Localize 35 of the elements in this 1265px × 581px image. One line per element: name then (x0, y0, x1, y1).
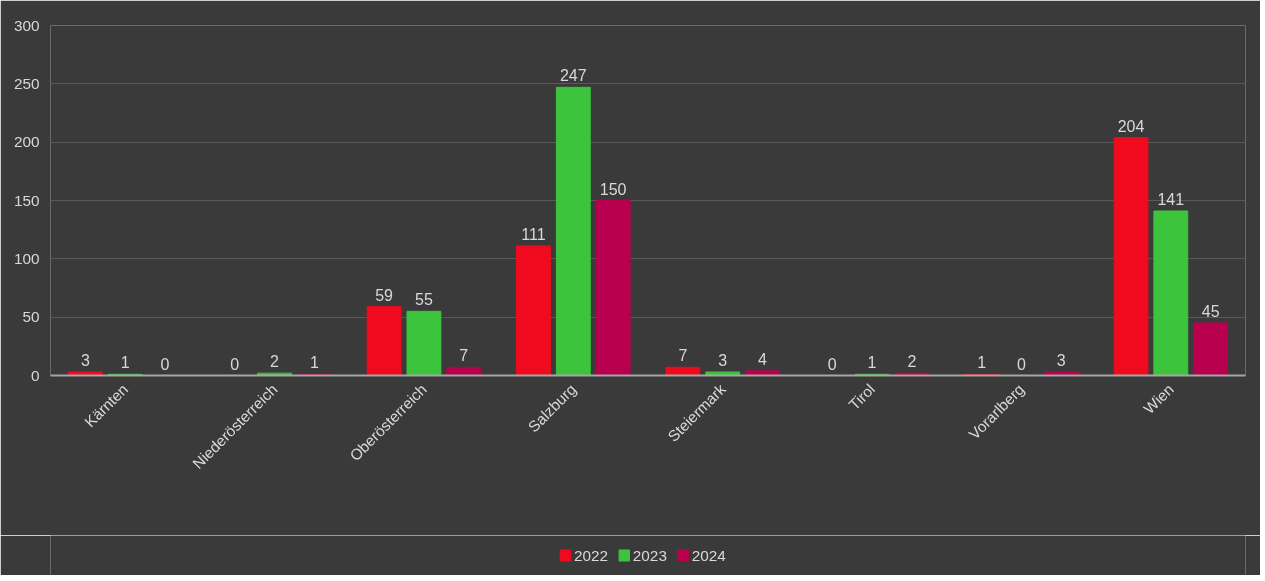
y-tick-label: 150 (13, 191, 40, 209)
data-label: 247 (559, 67, 587, 85)
data-label: 0 (230, 355, 240, 373)
data-label: 1 (309, 354, 319, 372)
data-label: 3 (1056, 352, 1066, 369)
data-label: 45 (1201, 303, 1220, 320)
legend-label: 2023 (632, 546, 667, 564)
data-label: 3 (80, 352, 90, 369)
legend-label: 2024 (691, 546, 727, 564)
data-label: 1 (867, 354, 877, 372)
data-label: 1 (977, 354, 987, 372)
data-label: 0 (1016, 355, 1026, 373)
y-tick-label: 50 (22, 308, 40, 326)
y-tick-label: 250 (13, 74, 40, 92)
data-label: 59 (375, 286, 394, 304)
y-tick-label: 200 (13, 133, 40, 151)
data-label: 141 (1157, 191, 1185, 208)
data-label: 111 (521, 226, 546, 243)
data-label: 3 (718, 352, 728, 369)
data-label: 7 (678, 347, 688, 365)
x-tick-label: Tirol (845, 380, 879, 414)
data-label: 55 (415, 291, 433, 309)
data-label: 204 (1117, 117, 1145, 135)
legend-label: 2022 (574, 546, 609, 564)
data-label: 1 (120, 354, 130, 372)
data-label: 2 (907, 353, 917, 371)
y-tick-label: 100 (13, 249, 40, 267)
data-label: 7 (459, 347, 469, 365)
y-tick-label: 300 (13, 16, 40, 34)
data-label: 2 (270, 353, 280, 371)
data-label: 4 (758, 350, 768, 368)
data-label: 150 (599, 180, 627, 198)
data-label: 0 (827, 355, 837, 373)
y-tick-label: 0 (30, 366, 40, 384)
data-label: 0 (160, 355, 170, 373)
